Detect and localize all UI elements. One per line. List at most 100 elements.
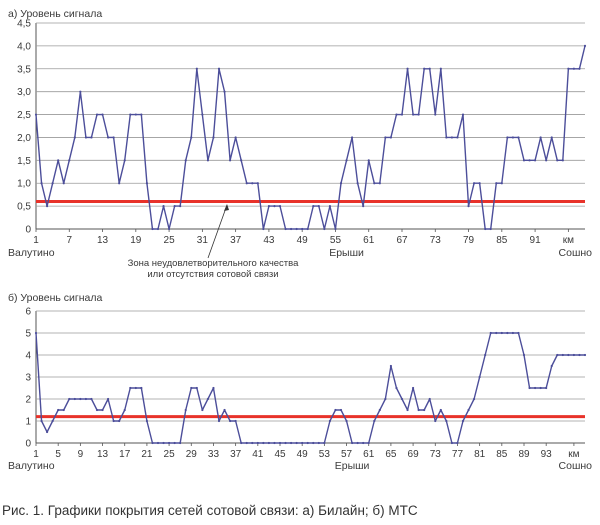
chart-a-data-point [123,159,126,162]
chart-a-x-tick-label: 13 [97,235,109,246]
chart-a-data-point [367,159,370,162]
chart-b-data-point [395,386,398,390]
chart-a-data-point [500,182,503,185]
chart-b-x-tick-label: 57 [341,449,353,460]
chart-b-data-point [317,441,320,445]
chart-a-data-point [528,159,531,162]
chart-b-x-tick-label: 1 [33,449,39,460]
chart-a-data-point [223,90,226,93]
chart-a-place-label: Сошно [559,247,593,259]
chart-b-data-point [389,364,393,368]
chart-a-data-point [129,113,132,116]
chart-b-x-tick-label: 5 [55,449,61,460]
chart-a-data-point [289,227,293,231]
chart-b-y-tick-label: 2 [25,395,31,406]
chart-a-data-point [533,159,537,162]
chart-a-data-point [90,136,93,139]
chart-a-y-tick-label: 0 [25,225,31,236]
chart-a-data-point [539,136,542,139]
chart-b-data-point [101,408,104,412]
chart-b-data-point [400,397,404,401]
chart-b-data-point [151,441,154,445]
chart-a-data-point [284,227,287,231]
chart-b-y-tick-label: 3 [25,373,31,384]
chart-a-data-point [456,136,459,139]
chart-a-data-point [273,205,276,208]
chart-a-x-tick-label: 43 [263,235,275,246]
chart-a-y-tick-label: 0,5 [17,202,31,213]
chart-b-place-label: Сошно [559,460,593,472]
chart-b-y-tick-label: 1 [25,417,31,428]
chart-b-data-point [406,408,409,412]
chart-a-data-point [190,136,193,139]
chart-b-data-point [245,441,248,445]
chart-b-x-tick-label: 41 [252,449,264,460]
chart-b-data-point [312,441,315,445]
chart-a-data-point [167,227,171,231]
chart-a-data-point [151,227,154,231]
chart-b-x-tick-label: 37 [230,449,242,460]
chart-b-data-point [267,441,271,445]
chart-a-x-tick-label: 1 [33,235,39,246]
chart-b-data-point [212,386,215,390]
chart-b-data-point [356,441,359,445]
chart-a-data-point [312,205,315,208]
chart-a-x-tick-label: 73 [430,235,442,246]
chart-b-data-point [417,408,420,412]
chart-a-data-point [40,182,43,185]
chart-b-data-point [478,375,481,379]
chart-a-data-point [262,227,265,231]
chart-b-data-point [223,408,226,412]
chart-a-signal-points [34,44,587,231]
chart-b-data-point [323,441,326,445]
chart-a-data-point [467,205,470,208]
chart-a-data-point [334,227,337,231]
chart-b-x-tick-label: 21 [141,449,153,460]
chart-b-data-point [167,441,171,445]
chart-b-data-point [62,408,65,412]
annotation-arrowhead [224,204,229,211]
chart-b-data-point [179,441,182,445]
chart-a-data-point [350,136,354,139]
chart-b-data-point [301,441,304,445]
chart-a-data-point [395,113,398,116]
chart-a-data-point [134,113,137,116]
chart-a-data-point [84,136,88,139]
chart-a-place-label: Валутино [8,247,55,259]
chart-a-data-point [328,205,332,208]
chart-b-data-point [517,331,520,335]
chart-a-data-point [73,136,76,139]
chart-a-data-point [583,44,587,47]
chart-a-data-point [101,113,104,116]
chart-a-y-tick-label: 4,0 [17,41,31,52]
chart-a-data-point [550,136,553,139]
chart-b-x-tick-label: 25 [164,449,176,460]
chart-b-data-point [45,430,49,434]
annotation-line-2: или отсутствия сотовой связи [147,269,278,280]
chart-a-data-point [522,159,526,162]
chart-b-data-point [495,331,498,335]
chart-b-data-point [556,353,559,357]
chart-b-data-point [511,331,515,335]
chart-b-data-point [428,397,431,401]
chart-b-x-tick-label: 89 [518,449,530,460]
chart-b-data-point [118,419,121,423]
chart-b-data-point [278,441,282,445]
chart-b-data-point [140,386,143,390]
chart-a-title: а) Уровень сигнала [8,8,102,20]
chart-b-data-point [378,408,381,412]
chart-b-data-point [384,397,387,401]
chart-a-data-point [162,205,165,208]
chart-a-y-tick-label: 1,0 [17,179,31,190]
chart-b-y-tick-label: 6 [25,307,31,318]
chart-b-data-point [423,408,426,412]
chart-a-data-point [173,205,176,208]
chart-b-data-point [506,331,509,335]
chart-b-data-point [411,386,415,390]
chart-a-data-point [411,113,415,116]
chart-b-data-point [289,441,293,445]
chart-b-data-point [84,397,88,401]
chart-b-x-tick-label: 45 [274,449,286,460]
chart-b-gridlines [36,310,585,422]
chart-a-place-labels: Валутино Ерыши Сошно [8,247,592,259]
